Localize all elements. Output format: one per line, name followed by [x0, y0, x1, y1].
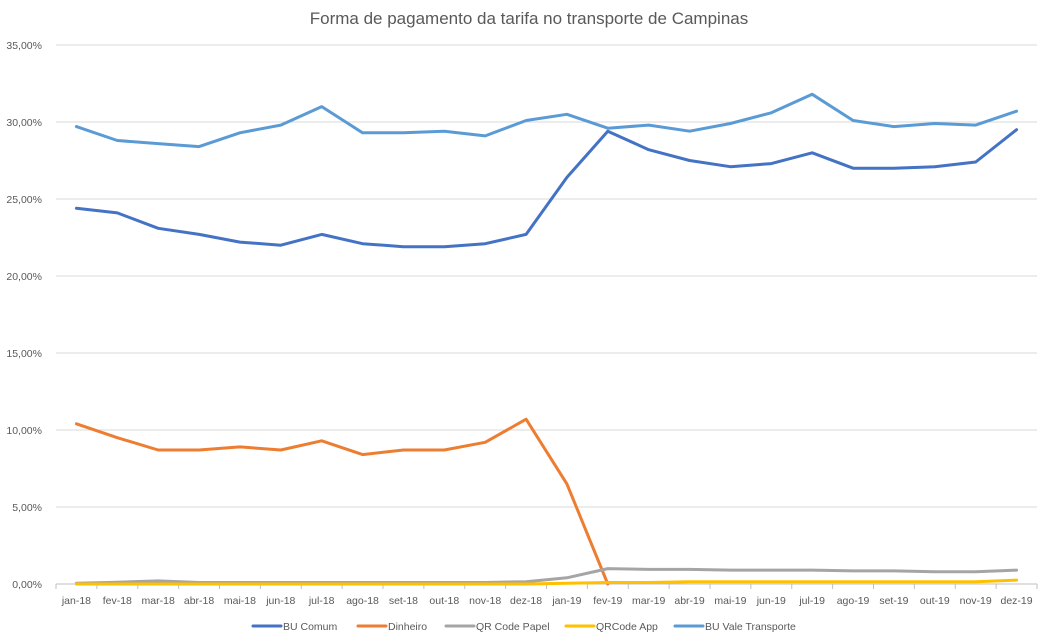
x-axis-ticks: jan-18 fev-18 mar-18 abr-18 mai-18 jun-18 jul-…	[55, 584, 1038, 607]
x-tick-label: dez-18	[510, 595, 542, 607]
y-tick-label: 5,00%	[12, 502, 42, 514]
series-line-bu-comum	[74, 128, 1019, 249]
y-tick-label: 10,00%	[6, 425, 42, 437]
x-tick-label: dez-19	[1001, 595, 1033, 607]
legend-label-bu-comum: BU Comum	[283, 621, 338, 633]
x-tick-label: ago-19	[837, 595, 870, 607]
series-line-bu-vale-transporte	[74, 92, 1019, 149]
series-lines	[74, 92, 1019, 586]
x-tick-label: mar-19	[632, 595, 665, 607]
y-axis-ticks: 0,00% 5,00% 10,00% 15,00% 20,00% 25,00% 30,00%…	[6, 40, 42, 591]
x-tick-label: jan-19	[551, 595, 581, 607]
x-tick-label: jun-18	[265, 595, 295, 607]
y-tick-label: 30,00%	[6, 117, 42, 129]
x-tick-label: set-18	[389, 595, 418, 607]
x-tick-label: set-19	[879, 595, 908, 607]
x-tick-label: mai-18	[224, 595, 256, 607]
x-tick-label: abr-19	[674, 595, 705, 607]
x-tick-label: nov-19	[960, 595, 992, 607]
y-tick-label: 35,00%	[6, 40, 42, 52]
x-tick-label: out-19	[920, 595, 950, 607]
x-tick-label: nov-18	[469, 595, 501, 607]
x-tick-label: jul-18	[308, 595, 335, 607]
series-line-dinheiro	[74, 417, 610, 586]
x-tick-label: abr-18	[184, 595, 215, 607]
x-tick-label: out-18	[429, 595, 459, 607]
x-tick-label: jul-19	[798, 595, 825, 607]
legend-label-qr-code-papel: QR Code Papel	[476, 621, 550, 633]
series-line-qrcode-app	[74, 578, 1019, 586]
x-tick-label: jun-19	[756, 595, 786, 607]
legend: BU Comum Dinheiro QR Code Papel QRCode App B…	[251, 621, 796, 633]
x-tick-label: fev-18	[103, 595, 132, 607]
legend-label-bu-vale-transporte: BU Vale Transporte	[705, 621, 796, 633]
y-tick-label: 20,00%	[6, 271, 42, 283]
legend-label-dinheiro: Dinheiro	[388, 621, 427, 633]
x-tick-label: mai-19	[714, 595, 746, 607]
x-tick-label: fev-19	[593, 595, 622, 607]
y-tick-label: 0,00%	[12, 579, 42, 591]
legend-label-qrcode-app: QRCode App	[596, 621, 658, 633]
x-tick-label: mar-18	[142, 595, 175, 607]
gridlines	[56, 44, 1037, 585]
x-tick-label: ago-18	[346, 595, 379, 607]
chart-title: Forma de pagamento da tarifa no transpor…	[310, 9, 748, 28]
y-tick-label: 15,00%	[6, 348, 42, 360]
y-tick-label: 25,00%	[6, 194, 42, 206]
x-tick-label: jan-18	[61, 595, 91, 607]
